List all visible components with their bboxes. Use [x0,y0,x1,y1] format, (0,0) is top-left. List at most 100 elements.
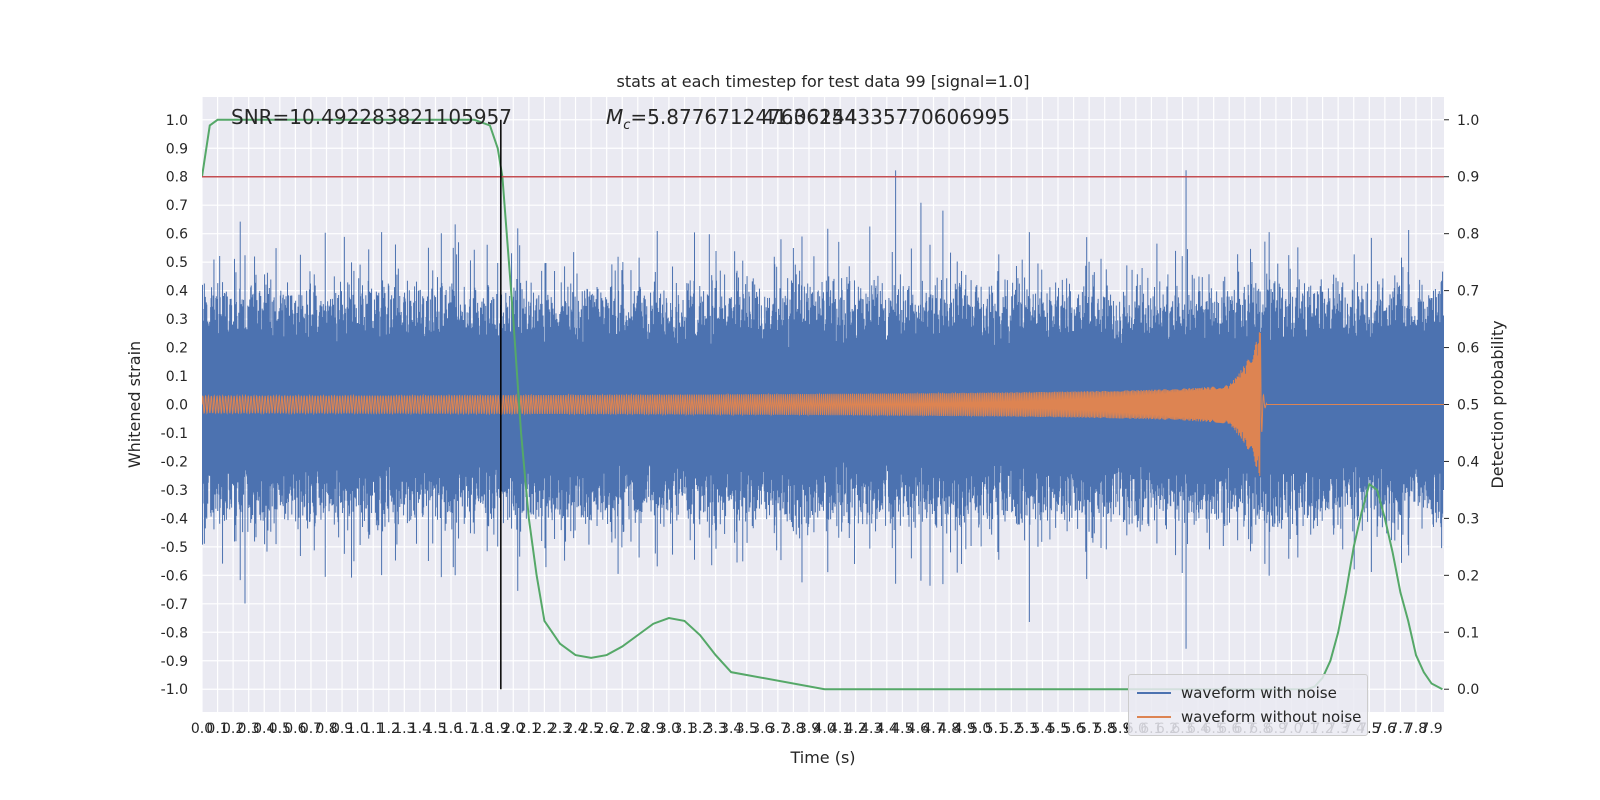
x-tick-label: 3.9 [798,721,820,737]
x-tick-label: 1.6 [440,721,462,737]
series-waveform-without-noise [202,332,1444,476]
y-right-tick-label: 1.0 [1457,113,1479,129]
x-tick-label: 4.8 [938,721,960,737]
y-tick-label: -0.5 [161,540,188,556]
x-tick-label: 3.1 [673,721,695,737]
chirp-mass-annotation: Mc=5.877671247636254 [606,105,857,133]
y-axis-right: 1.0 0.9 0.8 0.7 0.6 0.5 0.4 0.3 0.2 0.1 0.0 [1444,113,1479,698]
y-tick-label: 0.2 [166,341,188,357]
mc-value: =5.877671247636254 [630,105,857,129]
x-tick-label: 0.7 [300,721,322,737]
x-tick-label: 2.0 [502,721,524,737]
x-tick-label: 0.3 [238,721,260,737]
x-tick-label: 2.7 [611,721,633,737]
x-tick-label: 0.0 [191,721,213,737]
x-axis-label: Time (s) [789,748,855,767]
x-tick-label: 1.3 [393,721,415,737]
x-tick-label: 2.5 [580,721,602,737]
x-tick-label: 5.4 [1031,721,1053,737]
chart-title: stats at each timestep for test data 99 … [617,72,1030,91]
x-tick-label: 5.6 [1062,721,1084,737]
y-tick-label: -0.4 [161,511,188,527]
x-tick-label: 3.8 [782,721,804,737]
x-tick-label: 0.1 [206,721,228,737]
y-right-tick-label: 0.3 [1457,511,1479,527]
y-axis-left: 1.0 0.9 0.8 0.7 0.6 0.5 0.4 0.3 0.2 0.1 0.0 -0.1 -0.… [161,113,188,698]
x-tick-label: 3.3 [704,721,726,737]
y-axis-right-label: Detection probability [1488,320,1507,488]
x-tick-label: 7.8 [1405,721,1427,737]
x-tick-label: 4.2 [845,721,867,737]
y-tick-label: 0.5 [166,255,188,271]
x-tick-label: 1.9 [487,721,509,737]
x-tick-label: 1.2 [378,721,400,737]
y-tick-label: 0.0 [166,398,188,414]
x-tick-label: 1.7 [455,721,477,737]
x-tick-label: 4.0 [813,721,835,737]
y-right-tick-label: 0.0 [1457,682,1479,698]
x-tick-label: 3.7 [767,721,789,737]
x-tick-label: 5.2 [1000,721,1022,737]
x-tick-label: 3.5 [736,721,758,737]
x-tick-label: 2.3 [549,721,571,737]
x-tick-label: 0.2 [222,721,244,737]
y-tick-label: -0.1 [161,426,188,442]
y-tick-label: -0.9 [161,654,188,670]
legend-item-noise: waveform with noise [1137,683,1337,703]
legend: waveform with noise waveform without noi… [1128,674,1368,736]
probability-line [202,118,1443,691]
x-tick-label: 3.6 [751,721,773,737]
x-tick-label: 2.1 [518,721,540,737]
y-axis-label: Whitened strain [125,341,144,468]
y-tick-label: 0.4 [166,284,188,300]
x-tick-label: 0.9 [331,721,353,737]
snr-annotation: SNR=10.492283821105957 [231,105,512,129]
y-right-tick-label: 0.2 [1457,568,1479,584]
x-tick-label: 2.2 [533,721,555,737]
x-tick-label: 2.6 [596,721,618,737]
legend-label-clean: waveform without noise [1181,708,1362,726]
x-tick-label: 0.4 [253,721,275,737]
y-tick-label: -0.7 [161,597,188,613]
x-tick-label: 5.8 [1094,721,1116,737]
y-tick-label: -0.8 [161,625,188,641]
y-tick-label: 0.8 [166,170,188,186]
x-tick-label: 5.9 [1109,721,1131,737]
x-tick-label: 1.8 [471,721,493,737]
y-right-tick-label: 0.7 [1457,284,1479,300]
mc-subscript: c [623,118,630,133]
y-tick-label: 0.6 [166,227,188,243]
x-tick-label: 5.0 [969,721,991,737]
legend-swatch-noise [1137,692,1171,694]
legend-item-clean: waveform without noise [1137,707,1361,727]
x-tick-label: 5.7 [1078,721,1100,737]
y-tick-label: -1.0 [161,682,188,698]
x-tick-label: 0.6 [284,721,306,737]
y-tick-label: 0.7 [166,198,188,214]
overlapping-annotation: 41.06144335770606995 [762,105,1010,129]
x-tick-label: 1.0 [347,721,369,737]
reference-lines [202,119,1444,690]
x-tick-label: 2.8 [627,721,649,737]
x-tick-label: 4.6 [907,721,929,737]
mc-symbol: M [606,105,623,129]
x-tick-label: 4.4 [876,721,898,737]
x-tick-label: 1.1 [362,721,384,737]
clean-trace [202,332,1444,476]
x-tick-label: 1.4 [409,721,431,737]
x-tick-label: 5.1 [985,721,1007,737]
y-tick-label: -0.6 [161,568,188,584]
y-right-tick-label: 0.5 [1457,398,1479,414]
y-tick-label: -0.2 [161,454,188,470]
x-tick-label: 4.5 [891,721,913,737]
y-tick-label: 0.3 [166,312,188,328]
x-tick-label: 3.2 [689,721,711,737]
x-tick-label: 2.9 [642,721,664,737]
y-right-tick-label: 0.8 [1457,227,1479,243]
x-tick-label: 3.0 [658,721,680,737]
x-tick-label: 7.7 [1389,721,1411,737]
x-tick-label: 4.9 [953,721,975,737]
x-tick-label: 4.7 [922,721,944,737]
series-detection-probability [202,118,1443,691]
legend-swatch-clean [1137,716,1171,718]
